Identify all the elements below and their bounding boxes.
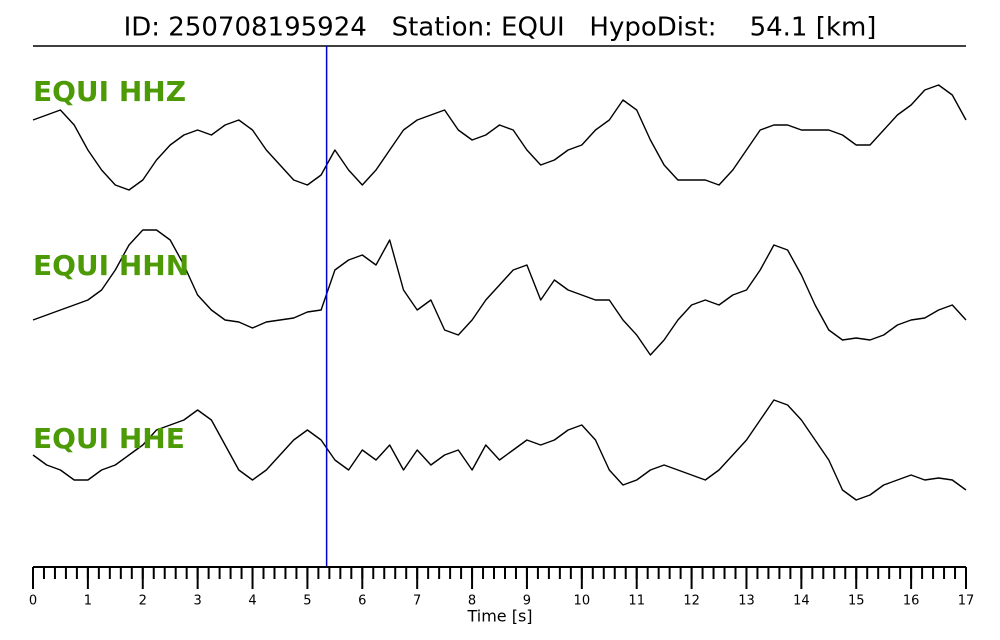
- x-tick-label: 9: [523, 594, 531, 609]
- trace: [32, 229, 967, 356]
- x-tick-label: 17: [958, 594, 975, 609]
- x-tick-label: 15: [848, 594, 865, 609]
- x-tick-label: 10: [574, 594, 591, 609]
- x-tick-label: 6: [358, 594, 366, 609]
- x-tick-label: 14: [793, 594, 810, 609]
- trace-label: EQUI HHN: [33, 249, 189, 282]
- x-tick-label: 13: [738, 594, 755, 609]
- chart-title: ID: 250708195924 Station: EQUI HypoDist:…: [124, 13, 877, 43]
- trace-label: EQUI HHZ: [33, 75, 186, 108]
- x-tick-label: 0: [29, 594, 37, 609]
- x-tick-label: 3: [194, 594, 202, 609]
- x-tick-label: 1: [84, 594, 92, 609]
- trace-label: EQUI HHE: [33, 422, 185, 455]
- x-tick-label: 2: [139, 594, 147, 609]
- x-tick-label: 4: [248, 594, 256, 609]
- x-tick-label: 8: [468, 594, 476, 609]
- x-tick-label: 12: [683, 594, 700, 609]
- x-tick-label: 7: [413, 594, 421, 609]
- x-tick-label: 11: [628, 594, 645, 609]
- x-tick-label: 5: [303, 594, 311, 609]
- trace: [32, 399, 967, 501]
- trace: [32, 84, 967, 191]
- x-axis-label: Time [s]: [466, 607, 532, 626]
- x-tick-label: 16: [903, 594, 920, 609]
